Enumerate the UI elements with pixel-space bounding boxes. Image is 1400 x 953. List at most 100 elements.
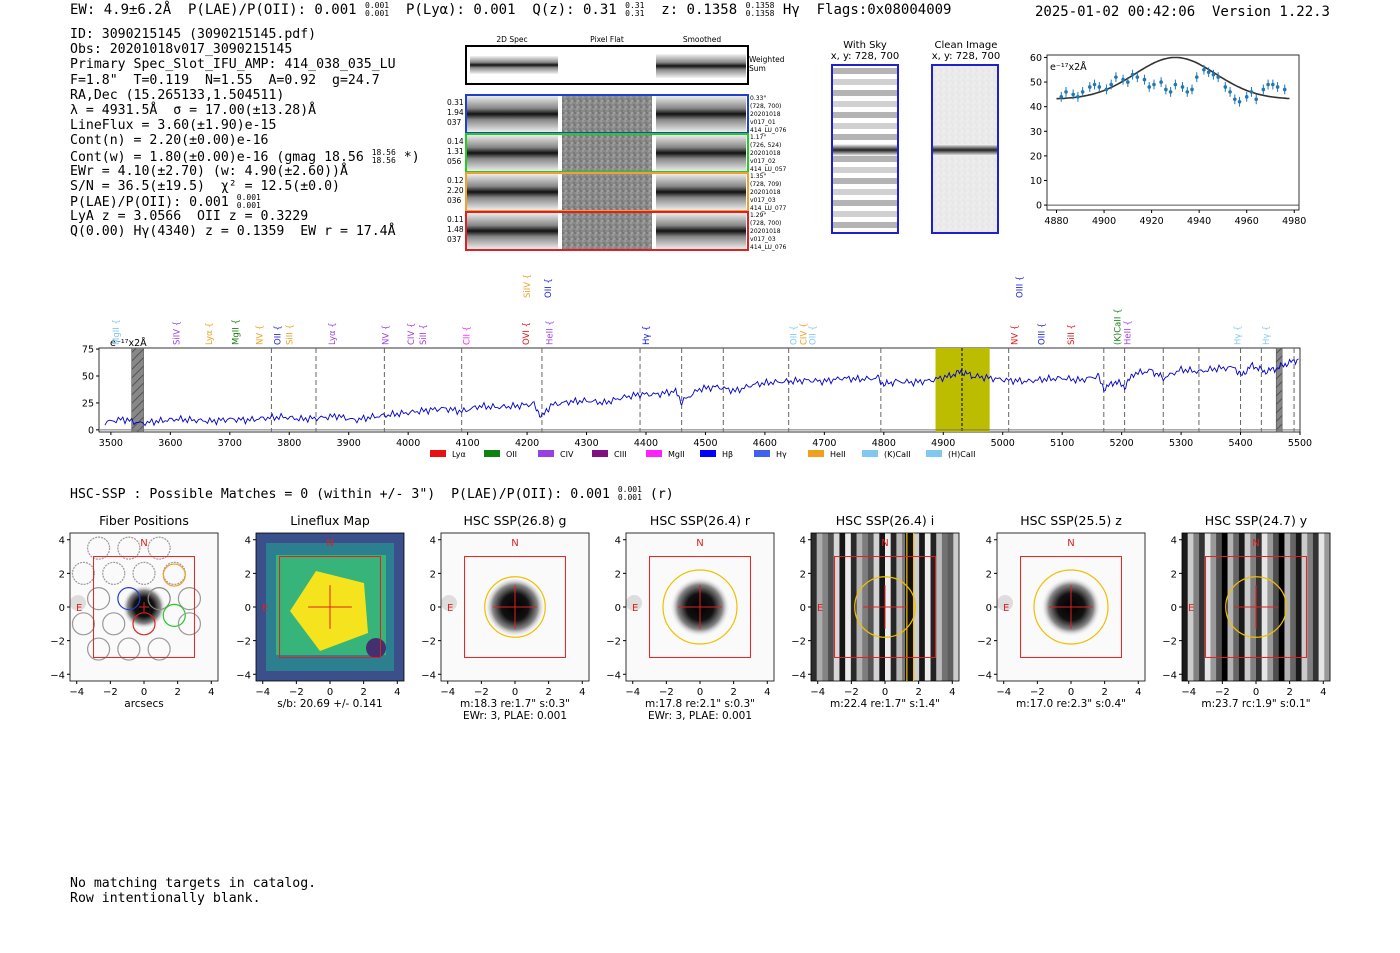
fit-data-point bbox=[1266, 82, 1270, 87]
fit-data-point bbox=[1064, 90, 1068, 94]
fit-ytick-label: 50 bbox=[1030, 78, 1042, 89]
cutout-right-label: 414_LU_076 bbox=[750, 244, 787, 251]
spectrum-line-label: Hγ { bbox=[1262, 325, 1272, 345]
info-lya: LyA z = 3.0566 OII z = 0.3229 bbox=[70, 209, 309, 225]
spectrum-line-label: OIII { bbox=[1037, 323, 1047, 345]
stripe-col bbox=[839, 533, 846, 681]
spectrum-plot: 3500 3600 3700 3800 3900 4000 4100 4200 4300 4400… bbox=[82, 274, 1312, 459]
cutout-right-label: 1.35" bbox=[750, 173, 766, 180]
stripe-col bbox=[953, 533, 960, 681]
stripe-col bbox=[1295, 533, 1303, 681]
clean-title: Clean Image bbox=[935, 40, 998, 51]
header-qz: Q(z): 0.31 bbox=[532, 2, 617, 18]
fit-data-point bbox=[1097, 85, 1102, 89]
legend-label: MgII bbox=[668, 450, 685, 459]
stripe-col bbox=[856, 533, 863, 681]
spectrum-line-label: SiII { bbox=[285, 324, 295, 345]
fit-data-point bbox=[1223, 85, 1228, 89]
aperture-circle bbox=[662, 569, 738, 645]
stripe-col bbox=[1278, 533, 1285, 681]
hsc-ytick-label: 2 bbox=[1171, 569, 1177, 580]
fiber-circle bbox=[117, 637, 141, 661]
fiber-circle bbox=[117, 536, 141, 560]
info-q: Q(0.00) Hγ(4340) z = 0.1359 EW r = 17.4Å bbox=[70, 224, 396, 240]
with-sky-xy: x, y: 728, 700 bbox=[831, 51, 900, 62]
hsc-ytick-label: 0 bbox=[800, 603, 806, 614]
hsc-xtick-label: 0 bbox=[697, 687, 703, 698]
sky-line bbox=[832, 156, 898, 162]
cutout-right-label: v017_03 bbox=[750, 236, 776, 243]
stripe-col bbox=[845, 533, 852, 681]
hsc-ytick-label: −2 bbox=[50, 637, 65, 648]
hsc-summary: HSC-SSP : Possible Matches = 0 (within +… bbox=[70, 485, 674, 503]
info-id: ID: 3090215145 (3090215145.pdf) bbox=[70, 27, 317, 42]
fit-data-point bbox=[1059, 95, 1064, 99]
spectrum-xtick-label: 3900 bbox=[337, 438, 361, 449]
hsc-panel-title: HSC SSP(24.7) y bbox=[1205, 513, 1308, 528]
fit-data-point bbox=[1194, 75, 1199, 79]
hsc-ytick-label: −2 bbox=[791, 637, 806, 648]
hsc-ytick-label: −4 bbox=[606, 670, 621, 681]
spectrum-line-label: MgII { bbox=[232, 319, 242, 345]
legend-label: Lyα bbox=[452, 450, 466, 459]
hsc-caption: s/b: 20.69 +/- 0.141 bbox=[277, 698, 382, 710]
info-radec: RA,Dec (15.265133,1.504511) bbox=[70, 87, 285, 103]
hsc-panel-title: HSC SSP(26.8) g bbox=[464, 513, 567, 528]
hsc-ytick-label: −4 bbox=[791, 670, 806, 681]
neighbor-blob bbox=[626, 595, 642, 611]
header-plya: P(Lyα): 0.001 bbox=[405, 2, 516, 18]
info-contw: Cont(w) = 1.80(±0.00)e-16 (gmag 18.56 18… bbox=[70, 147, 420, 165]
fit-ytick-label: 10 bbox=[1030, 176, 1042, 187]
hsc-xtick-label: 4 bbox=[208, 687, 214, 698]
search-box bbox=[834, 556, 936, 658]
fit-data-point bbox=[1185, 90, 1190, 94]
spectrum-line-label: SiIV { bbox=[172, 321, 182, 345]
fit-data-point bbox=[1142, 77, 1147, 82]
spectrum-masked-region bbox=[1275, 347, 1283, 433]
spectrum-line-label: MgII { bbox=[112, 319, 122, 345]
sky-line bbox=[832, 167, 898, 173]
search-box bbox=[1020, 556, 1122, 658]
fit-data-point bbox=[1233, 97, 1237, 102]
hsc-xtick-label: −2 bbox=[289, 687, 304, 698]
cutout-right-label: 414_LU_076 bbox=[750, 127, 787, 134]
spectrum-xtick-label: 4400 bbox=[634, 438, 658, 449]
info-lambda: λ = 4931.5Å σ = 17.00(±13.28)Å bbox=[70, 102, 317, 118]
fit-data-point bbox=[1271, 82, 1275, 87]
fit-data-point bbox=[1261, 87, 1266, 92]
sky-line bbox=[832, 123, 898, 129]
aperture-circle bbox=[484, 576, 546, 638]
header-flags: Flags:0x08004009 bbox=[816, 2, 952, 18]
spectrum-xtick-label: 4100 bbox=[456, 438, 480, 449]
legend-label: CIV bbox=[560, 450, 574, 459]
cutout-left-label: 0.14 bbox=[447, 137, 464, 146]
spectrum-xtick-label: 4500 bbox=[693, 438, 717, 449]
cutout-pixel-flat bbox=[562, 96, 652, 132]
hsc-caption: m:17.8 re:2.1" s:0.3" bbox=[645, 698, 755, 710]
hsc-ytick-label: −2 bbox=[421, 637, 436, 648]
neighbor-blob bbox=[441, 595, 457, 611]
fit-ytick-label: 30 bbox=[1030, 127, 1042, 138]
spectrum-ytick-label: 25 bbox=[82, 398, 94, 409]
spectrum-line-label: CIV { bbox=[407, 323, 417, 345]
spectrum-xtick-label: 5400 bbox=[1228, 438, 1252, 449]
stripe-col bbox=[941, 533, 949, 681]
hsc-ytick-label: 2 bbox=[986, 569, 992, 580]
header-datetime-version: 2025-01-02 00:42:06 Version 1.22.3 bbox=[1034, 4, 1330, 20]
stripe-col bbox=[1284, 533, 1291, 681]
hsc-panel: HSC SSP(25.5) z N E −4 −2 0 2 4 4 2 0 −2 −4 m:17.0 re… bbox=[977, 513, 1146, 710]
fiber-circle bbox=[162, 563, 186, 587]
aperture-circle bbox=[1033, 569, 1109, 645]
hsc-ytick-label: 0 bbox=[59, 603, 65, 614]
spectrum-xtick-label: 5000 bbox=[991, 438, 1015, 449]
spectrum-line-label: OII { bbox=[808, 325, 818, 345]
cutout-col-label: Pixel Flat bbox=[590, 35, 624, 44]
hsc-ytick-label: 4 bbox=[430, 536, 436, 547]
fit-data-point bbox=[1126, 80, 1130, 84]
stripe-col bbox=[1312, 533, 1320, 681]
fit-data-point bbox=[1152, 82, 1156, 87]
hsc-xtick-label: 4 bbox=[579, 687, 585, 698]
cutout-right-label: 1.17" bbox=[750, 134, 766, 141]
legend-label: Hγ bbox=[776, 450, 787, 459]
spectrum-ytick-label: 50 bbox=[82, 372, 94, 383]
